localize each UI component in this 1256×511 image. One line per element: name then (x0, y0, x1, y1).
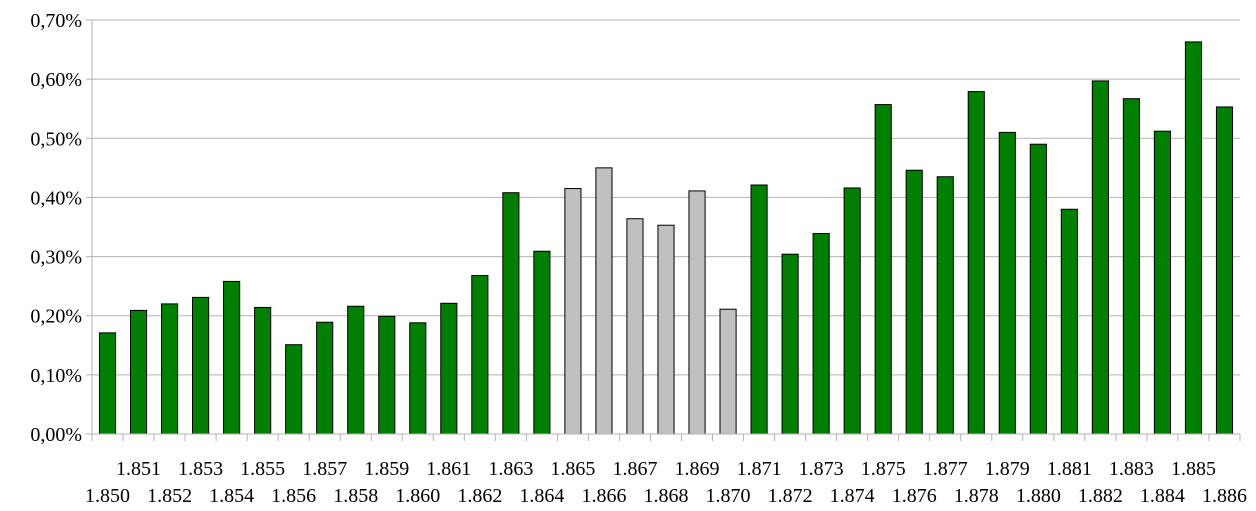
y-tick-label: 0,50% (30, 128, 82, 150)
bar-1.872 (781, 253, 799, 435)
x-axis-tick-labels: 1.850 1.851 1.852 1.853 1.854 1.855 1.856 1.857… (85, 458, 1247, 507)
x-tick-label: 1.862 (457, 485, 502, 507)
bar-1.875 (874, 104, 892, 435)
x-tick-label: 1.882 (1078, 485, 1123, 507)
bar-1.883 (1122, 98, 1140, 435)
bar-1.862 (471, 274, 489, 435)
x-tick-label: 1.853 (178, 458, 223, 480)
bar-1.874 (843, 187, 861, 435)
x-tick-label: 1.867 (612, 458, 657, 480)
bar-1.853 (192, 296, 210, 435)
bar-1.870 (719, 308, 737, 435)
bar-1.858 (347, 305, 365, 435)
x-tick-label: 1.883 (1109, 458, 1154, 480)
x-tick-label: 1.879 (985, 458, 1030, 480)
x-tick-label: 1.854 (209, 485, 254, 507)
bar-1.864 (533, 250, 551, 435)
bar-1.876 (905, 169, 923, 435)
bar-1.869 (688, 190, 706, 435)
bar-1.861 (440, 302, 458, 435)
y-tick-label: 0,20% (30, 306, 82, 328)
bar-1.865 (564, 188, 582, 435)
x-tick-label: 1.850 (85, 485, 130, 507)
x-tick-label: 1.860 (395, 485, 440, 507)
bar-1.880 (1029, 143, 1047, 435)
y-tick-label: 0,70% (30, 10, 82, 32)
y-axis-tick-labels: 0,00% 0,10% 0,20% 0,30% 0,40% 0,50% 0,60% 0,70% (30, 10, 82, 446)
x-tick-label: 1.863 (488, 458, 533, 480)
x-tick-label: 1.876 (892, 485, 937, 507)
x-tick-label: 1.869 (675, 458, 720, 480)
bar-1.855 (254, 306, 272, 435)
bar-1.873 (812, 233, 830, 435)
x-tick-label: 1.873 (799, 458, 844, 480)
bar-1.868 (657, 224, 675, 435)
x-tick-label: 1.872 (768, 485, 813, 507)
x-tick-label: 1.870 (706, 485, 751, 507)
bar-1.877 (936, 176, 954, 435)
bar-1.879 (998, 131, 1016, 435)
x-tick-label: 1.881 (1047, 458, 1092, 480)
bar-1.866 (595, 167, 613, 435)
x-axis (86, 19, 1241, 441)
x-tick-label: 1.875 (861, 458, 906, 480)
bar-1.871 (750, 184, 768, 435)
bar-1.884 (1153, 130, 1171, 435)
bar-1.885 (1184, 41, 1203, 435)
x-tick-label: 1.878 (954, 485, 999, 507)
bar-1.856 (285, 344, 303, 435)
x-tick-label: 1.877 (923, 458, 968, 480)
x-tick-label: 1.852 (147, 485, 192, 507)
y-tick-label: 0,40% (30, 187, 82, 209)
x-tick-label: 1.856 (271, 485, 316, 507)
y-tick-label: 0,10% (30, 365, 82, 387)
x-tick-label: 1.861 (426, 458, 471, 480)
x-tick-label: 1.859 (364, 458, 409, 480)
bar-1.878 (967, 91, 985, 435)
bar-1.886 (1215, 106, 1234, 435)
bars (98, 41, 1234, 435)
bar-1.852 (161, 303, 179, 435)
x-tick-label: 1.884 (1140, 485, 1185, 507)
bar-1.860 (409, 322, 427, 435)
bar-1.881 (1060, 208, 1078, 435)
bar-1.859 (378, 315, 396, 435)
bar-1.854 (223, 280, 241, 435)
bar-1.882 (1091, 80, 1109, 435)
x-tick-label: 1.865 (550, 458, 595, 480)
x-tick-label: 1.874 (830, 485, 875, 507)
x-tick-label: 1.855 (240, 458, 285, 480)
y-tick-label: 0,30% (30, 247, 82, 269)
x-tick-label: 1.857 (302, 458, 347, 480)
y-tick-label: 0,60% (30, 69, 82, 91)
y-tick-label: 0,00% (30, 424, 82, 446)
bar-1.857 (316, 321, 334, 435)
x-tick-label: 1.858 (333, 485, 378, 507)
x-tick-label: 1.864 (519, 485, 564, 507)
bar-1.867 (626, 218, 644, 435)
x-tick-label: 1.871 (737, 458, 782, 480)
x-tick-label: 1.886 (1202, 485, 1247, 507)
x-tick-label: 1.851 (116, 458, 161, 480)
x-tick-label: 1.880 (1016, 485, 1061, 507)
bar-1.850 (98, 332, 117, 435)
x-tick-label: 1.866 (581, 485, 626, 507)
bar-1.863 (502, 192, 520, 435)
x-tick-label: 1.868 (644, 485, 689, 507)
bar-1.851 (129, 309, 148, 435)
x-tick-label: 1.885 (1171, 458, 1216, 480)
